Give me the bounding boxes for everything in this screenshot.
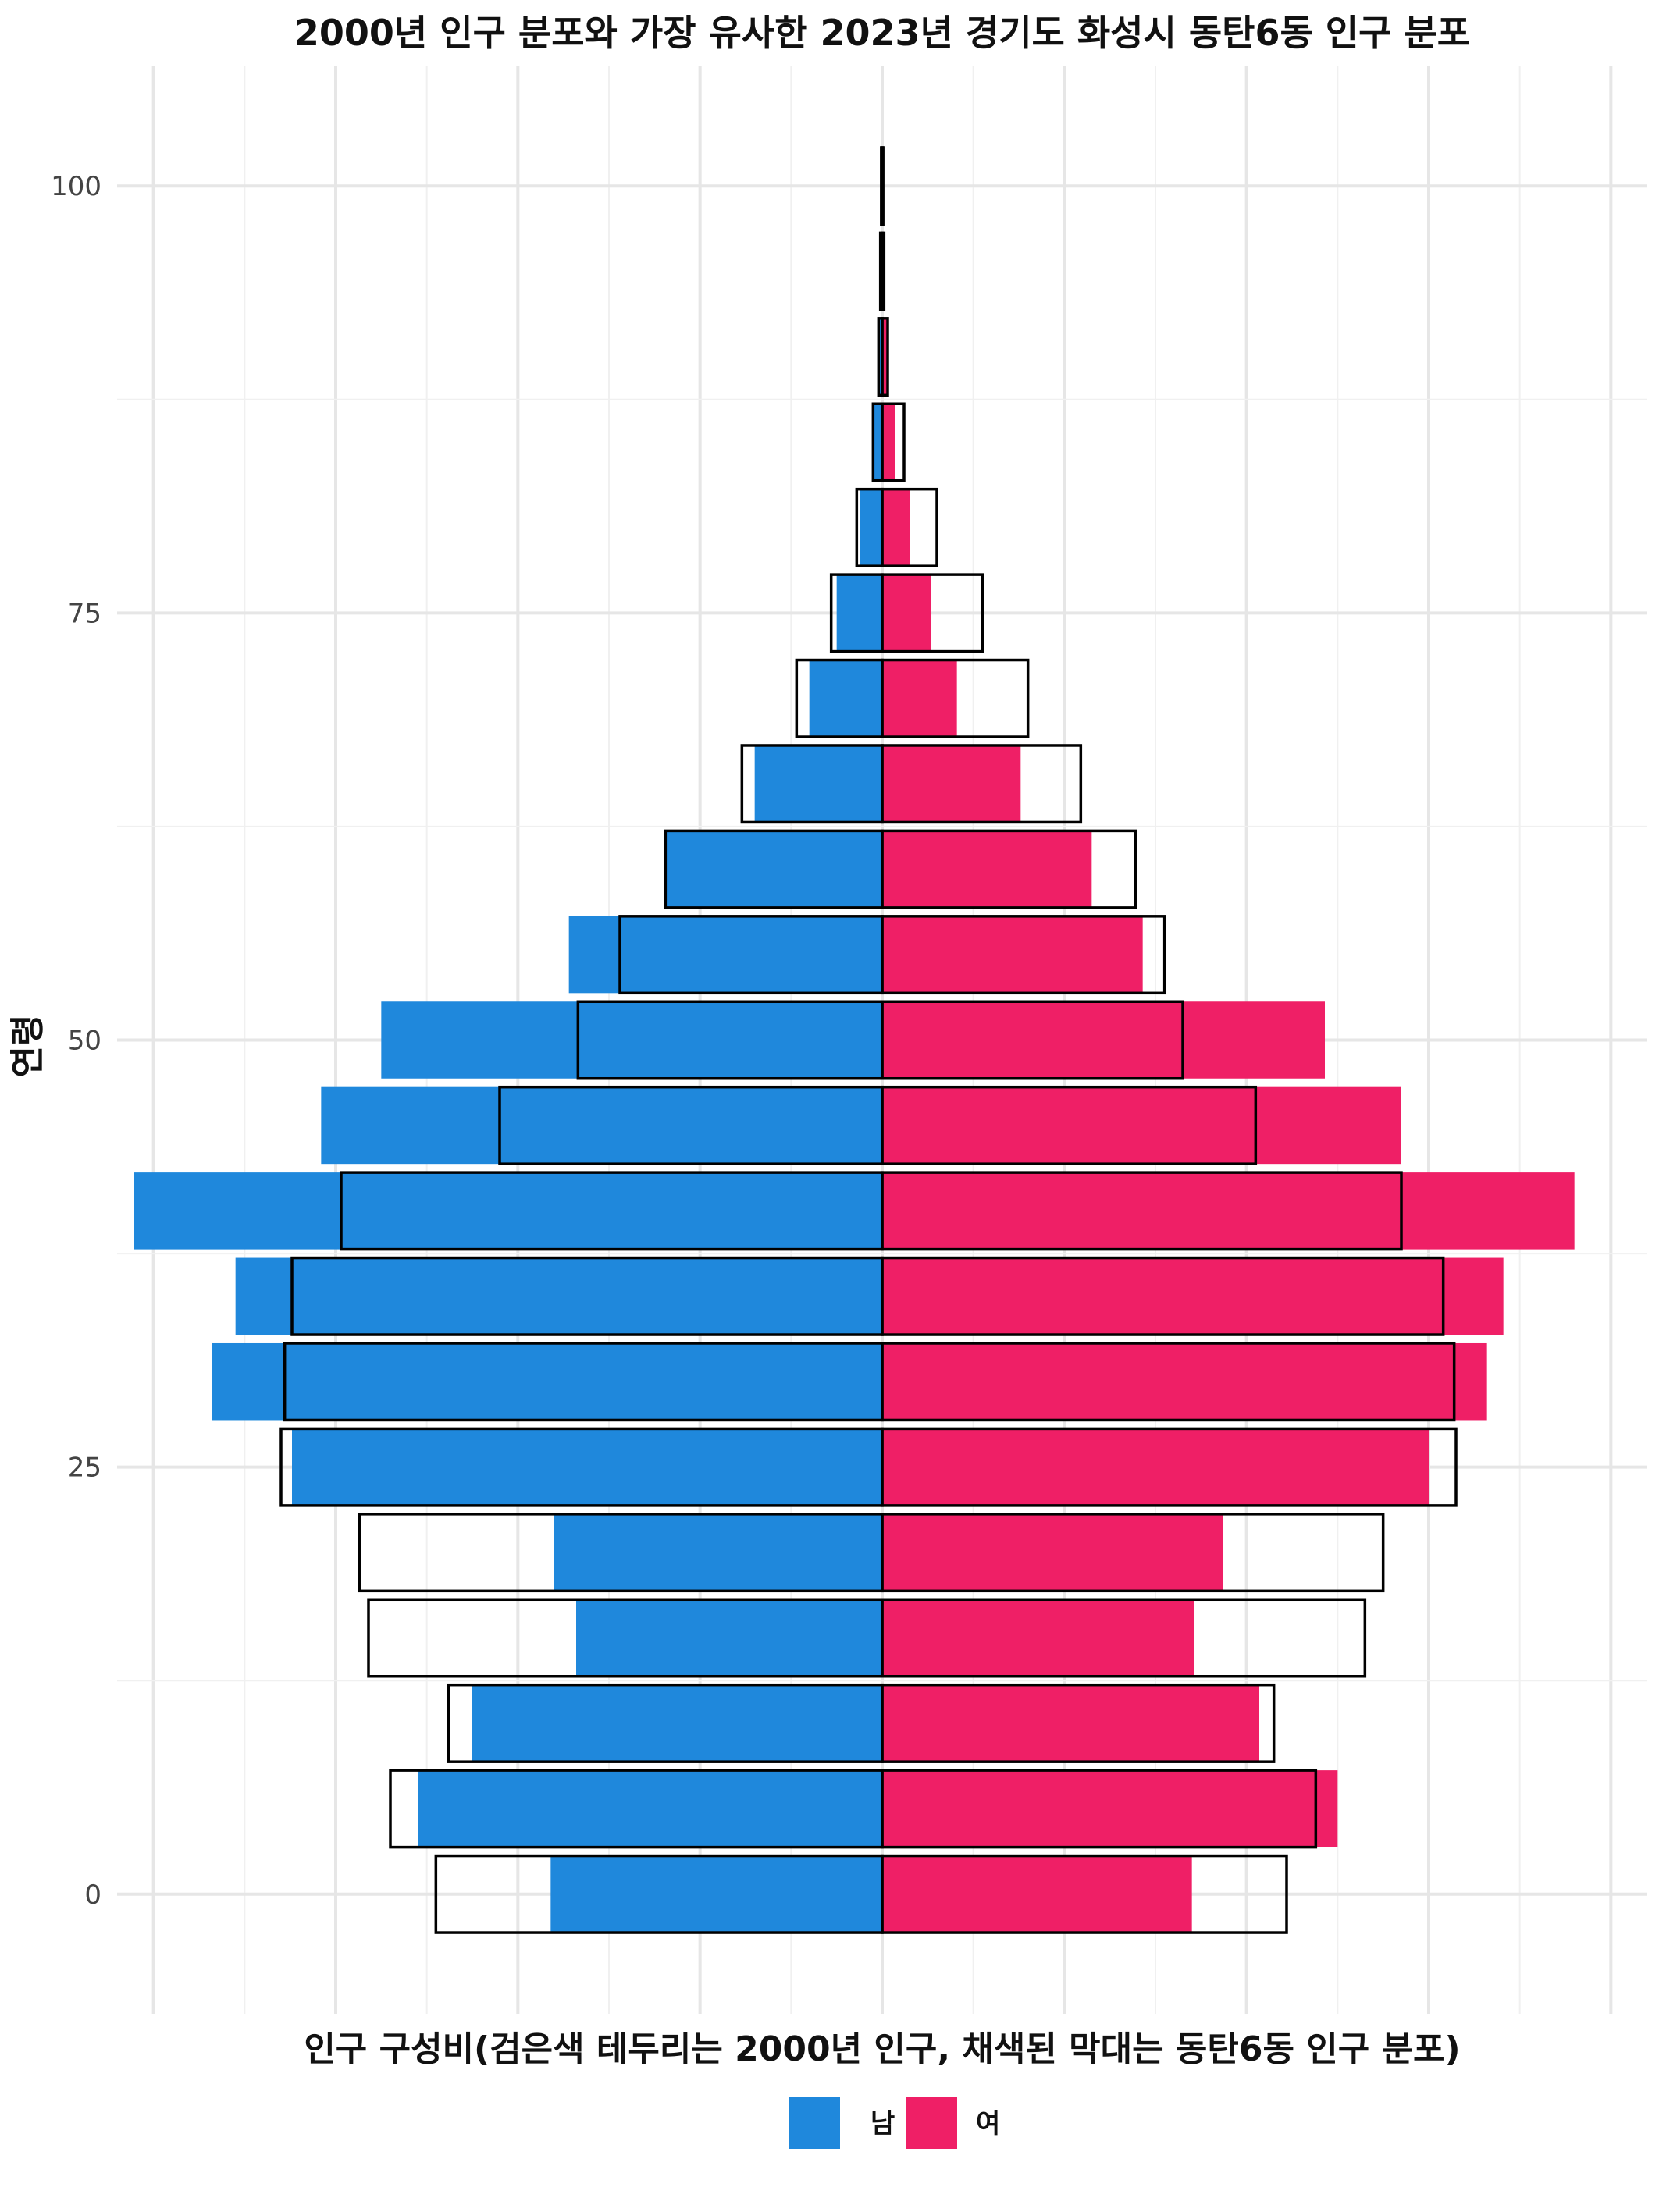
y-tick-labels: 0 25 50 75 100 (51, 171, 101, 1911)
y-tick-label: 50 (68, 1026, 101, 1057)
female-bar-age-25 (882, 1428, 1429, 1506)
male-bar-age-45 (321, 1086, 882, 1165)
male-bar-age-85 (873, 404, 882, 481)
y-tick-label: 25 (68, 1453, 101, 1484)
female-outline-2000-age-25 (881, 1427, 1458, 1507)
male-bar-age-0 (550, 1855, 882, 1933)
male-bar-age-60 (665, 830, 882, 908)
female-bar-age-80 (882, 489, 910, 567)
female-outline-2000-age-5 (881, 1769, 1318, 1849)
female-bar-age-30 (882, 1342, 1487, 1421)
female-outline-2000-age-15 (881, 1598, 1367, 1678)
male-bar-age-55 (568, 916, 882, 994)
female-outline-2000-age-80 (881, 487, 938, 567)
outline-2000-bars (279, 146, 1458, 1934)
male-bar-age-10 (472, 1684, 882, 1762)
male-bar-age-5 (418, 1770, 882, 1847)
chart-title: 2000년 인구 분포와 가장 유사한 2023년 경기도 화성시 동탄6동 인… (294, 12, 1470, 54)
female-outline-2000-age-30 (881, 1342, 1456, 1422)
female-outline-2000-age-10 (881, 1683, 1276, 1763)
female-bar-age-50 (882, 1001, 1325, 1079)
female-outline-2000-age-40 (881, 1171, 1403, 1251)
male-bar-age-30 (212, 1342, 882, 1421)
female-outline-2000-age-90 (881, 317, 889, 397)
female-bar-age-15 (882, 1599, 1194, 1677)
male-bar-age-40 (134, 1172, 882, 1250)
male-bar-age-15 (576, 1599, 882, 1677)
male-bar-age-70 (809, 660, 882, 738)
female-outline-2000-age-20 (881, 1513, 1385, 1593)
female-outline-2000-age-85 (881, 402, 906, 482)
bars (134, 147, 1575, 1933)
y-axis-label: 연령 (8, 1015, 48, 1078)
y-tick-label: 0 (84, 1879, 101, 1911)
female-outline-2000-age-45 (881, 1085, 1258, 1165)
y-tick-label: 100 (51, 171, 101, 202)
female-outline-2000-age-0 (881, 1854, 1288, 1934)
female-outline-2000-age-35 (881, 1256, 1445, 1336)
female-bar-age-85 (882, 404, 895, 481)
female-outline-2000-age-50 (881, 1000, 1184, 1080)
female-bar-age-70 (882, 660, 957, 738)
female-bar-age-65 (882, 745, 1021, 823)
legend-swatch-male (789, 2097, 840, 2149)
female-bar-age-45 (882, 1086, 1401, 1165)
female-outline-2000-age-55 (881, 915, 1166, 995)
female-bar-age-10 (882, 1684, 1259, 1762)
female-outline-2000-age-75 (881, 573, 984, 653)
female-outline-2000-age-95 (881, 231, 886, 311)
male-bar-age-65 (754, 745, 882, 823)
male-bar-age-20 (554, 1513, 882, 1591)
female-outline-2000-age-65 (881, 744, 1083, 824)
female-outline-2000-age-60 (881, 829, 1137, 909)
female-bar-age-75 (882, 574, 931, 652)
female-bar-age-5 (882, 1770, 1338, 1847)
male-bar-age-25 (292, 1428, 882, 1506)
female-bar-age-60 (882, 830, 1092, 908)
x-axis-label: 인구 구성비(검은색 테두리는 2000년 인구, 채색된 막대는 동탄6동 인… (304, 2029, 1460, 2069)
male-bar-age-75 (836, 574, 882, 652)
female-outline-2000-age-70 (881, 658, 1030, 738)
legend-label-male: 남 (870, 2108, 895, 2139)
legend-swatch-female (906, 2097, 957, 2149)
female-bar-age-35 (882, 1257, 1504, 1335)
legend-label-female: 여 (976, 2108, 1000, 2139)
y-tick-label: 75 (68, 598, 101, 629)
male-bar-age-35 (235, 1257, 883, 1335)
male-bar-age-50 (381, 1001, 882, 1079)
male-bar-age-80 (860, 489, 882, 567)
female-bar-age-20 (882, 1513, 1223, 1591)
female-bar-age-90 (882, 318, 888, 396)
female-bar-age-40 (882, 1172, 1575, 1250)
female-outline-2000-age-100 (881, 146, 885, 226)
female-bar-age-0 (882, 1855, 1192, 1933)
female-bar-age-55 (882, 916, 1143, 994)
male-bar-age-90 (878, 318, 882, 396)
